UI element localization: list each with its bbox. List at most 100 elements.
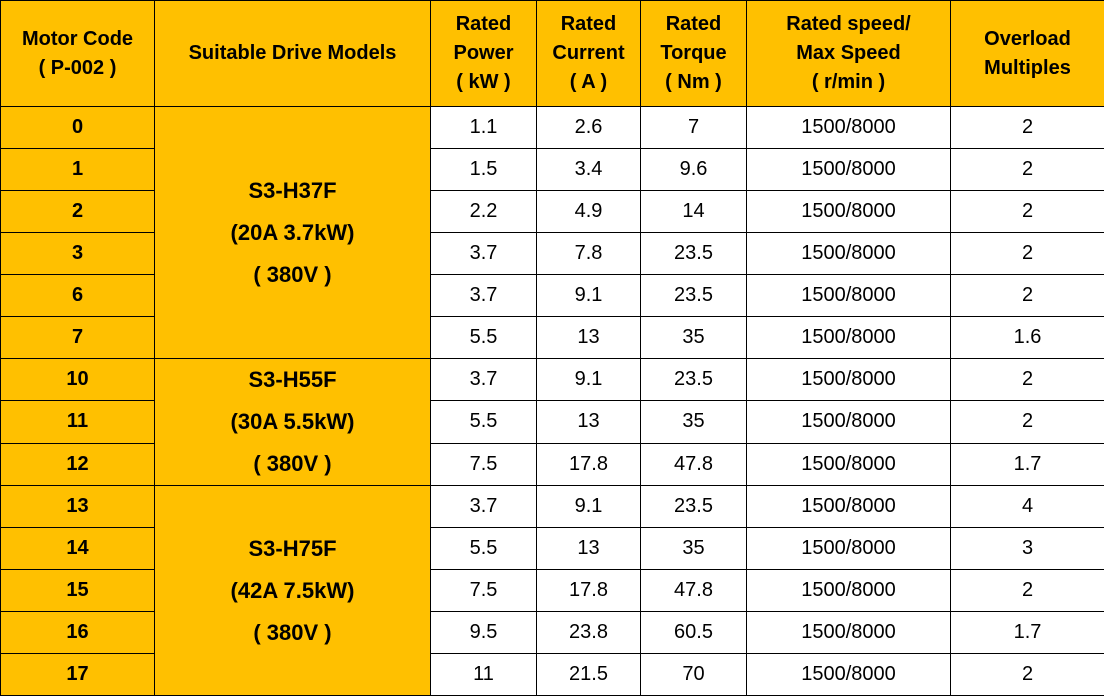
rated-speed-cell: 1500/8000: [746, 357, 951, 402]
overload-cell: 3: [950, 527, 1104, 570]
rated-torque-cell: 9.6: [640, 148, 747, 191]
column-header-overload-multiples: Overload Multiples: [950, 0, 1104, 107]
rated-torque-cell: 70: [640, 653, 747, 696]
motor-code-cell: 6: [0, 274, 155, 317]
rated-speed-cell: 1500/8000: [746, 485, 951, 528]
table-row: 1 1.5 3.4 9.6 1500/8000 2: [0, 148, 1104, 191]
motor-code-cell: 13: [0, 485, 155, 528]
rated-torque-cell: 60.5: [640, 611, 747, 654]
table-row: 17 11 21.5 70 1500/8000 2: [0, 653, 1104, 696]
motor-code-cell: 15: [0, 569, 155, 612]
rated-power-cell: 3.7: [430, 274, 537, 317]
motor-code-cell: 0: [0, 106, 155, 149]
rated-speed-cell: 1500/8000: [746, 400, 951, 444]
motor-code-cell: 1: [0, 148, 155, 191]
rated-speed-cell: 1500/8000: [746, 106, 951, 149]
rated-power-cell: 7.5: [430, 569, 537, 612]
table-row: 14 5.5 13 35 1500/8000 3: [0, 527, 1104, 570]
rated-current-cell: 13: [536, 400, 641, 444]
rated-power-cell: 7.5: [430, 442, 537, 487]
overload-cell: 2: [950, 569, 1104, 612]
rated-speed-cell: 1500/8000: [746, 569, 951, 612]
rated-power-cell: 11: [430, 653, 537, 696]
table-row: 7 5.5 13 35 1500/8000 1.6: [0, 316, 1104, 359]
drive-model-cell: S3-H55F (30A 5.5kW) ( 380V ): [154, 358, 431, 486]
rated-power-cell: 3.7: [430, 357, 537, 402]
rated-speed-cell: 1500/8000: [746, 232, 951, 275]
overload-cell: 2: [950, 653, 1104, 696]
rated-power-cell: 1.5: [430, 148, 537, 191]
rated-torque-cell: 47.8: [640, 569, 747, 612]
column-header-rated-current: Rated Current ( A ): [536, 0, 641, 107]
rated-current-cell: 2.6: [536, 106, 641, 149]
rated-speed-cell: 1500/8000: [746, 442, 951, 487]
table-row: 13 S3-H75F (42A 7.5kW) ( 380V ) 3.7 9.1 …: [0, 485, 1104, 696]
overload-cell: 2: [950, 400, 1104, 444]
rated-torque-cell: 47.8: [640, 442, 747, 487]
rated-torque-cell: 35: [640, 400, 747, 444]
overload-cell: 2: [950, 148, 1104, 191]
rated-torque-cell: 23.5: [640, 232, 747, 275]
rated-current-cell: 23.8: [536, 611, 641, 654]
rated-power-cell: 9.5: [430, 611, 537, 654]
rated-torque-cell: 23.5: [640, 485, 747, 528]
rated-power-cell: 5.5: [430, 316, 537, 359]
motor-code-cell: 12: [0, 442, 155, 487]
motor-code-cell: 2: [0, 190, 155, 233]
rated-speed-cell: 1500/8000: [746, 274, 951, 317]
rated-speed-cell: 1500/8000: [746, 148, 951, 191]
overload-cell: 2: [950, 274, 1104, 317]
rated-current-cell: 4.9: [536, 190, 641, 233]
rated-current-cell: 3.4: [536, 148, 641, 191]
motor-code-cell: 10: [0, 357, 155, 402]
table-row: 6 3.7 9.1 23.5 1500/8000 2: [0, 274, 1104, 317]
motor-code-cell: 17: [0, 653, 155, 696]
overload-cell: 2: [950, 357, 1104, 402]
motor-code-cell: 7: [0, 316, 155, 359]
drive-model-cell: S3-H37F (20A 3.7kW) ( 380V ): [154, 106, 431, 359]
rated-current-cell: 7.8: [536, 232, 641, 275]
table-row: 2 2.2 4.9 14 1500/8000 2: [0, 190, 1104, 233]
rated-torque-cell: 35: [640, 316, 747, 359]
table-row: 15 7.5 17.8 47.8 1500/8000 2: [0, 569, 1104, 612]
rated-power-cell: 1.1: [430, 106, 537, 149]
column-header-motor-code: Motor Code ( P-002 ): [0, 0, 155, 107]
table-row: 0 S3-H37F (20A 3.7kW) ( 380V ) 1.1 2.6 7…: [0, 106, 1104, 359]
rated-torque-cell: 23.5: [640, 274, 747, 317]
rated-power-cell: 5.5: [430, 527, 537, 570]
rated-power-cell: 3.7: [430, 232, 537, 275]
table-row: 12 7.5 17.8 47.8 1500/8000 1.7: [0, 442, 1104, 487]
column-header-rated-speed: Rated speed/ Max Speed ( r/min ): [746, 0, 951, 107]
column-header-rated-power: Rated Power ( kW ): [430, 0, 537, 107]
motor-code-cell: 14: [0, 527, 155, 570]
rated-torque-cell: 23.5: [640, 357, 747, 402]
overload-cell: 2: [950, 190, 1104, 233]
overload-cell: 1.7: [950, 442, 1104, 487]
rated-power-cell: 2.2: [430, 190, 537, 233]
rated-speed-cell: 1500/8000: [746, 527, 951, 570]
overload-cell: 1.7: [950, 611, 1104, 654]
motor-code-cell: 16: [0, 611, 155, 654]
rated-current-cell: 13: [536, 527, 641, 570]
motor-code-cell: 3: [0, 232, 155, 275]
header-row: Motor Code ( P-002 ) Suitable Drive Mode…: [0, 0, 1104, 107]
rated-current-cell: 13: [536, 316, 641, 359]
motor-code-cell: 11: [0, 400, 155, 444]
overload-cell: 4: [950, 485, 1104, 528]
rated-torque-cell: 35: [640, 527, 747, 570]
rated-power-cell: 5.5: [430, 400, 537, 444]
drive-model-cell: S3-H75F (42A 7.5kW) ( 380V ): [154, 485, 431, 696]
rated-speed-cell: 1500/8000: [746, 316, 951, 359]
overload-cell: 2: [950, 232, 1104, 275]
rated-speed-cell: 1500/8000: [746, 611, 951, 654]
rated-current-cell: 9.1: [536, 357, 641, 402]
rated-current-cell: 17.8: [536, 569, 641, 612]
column-header-rated-torque: Rated Torque ( Nm ): [640, 0, 747, 107]
rated-torque-cell: 7: [640, 106, 747, 149]
rated-torque-cell: 14: [640, 190, 747, 233]
rated-current-cell: 9.1: [536, 485, 641, 528]
rated-speed-cell: 1500/8000: [746, 190, 951, 233]
rated-speed-cell: 1500/8000: [746, 653, 951, 696]
